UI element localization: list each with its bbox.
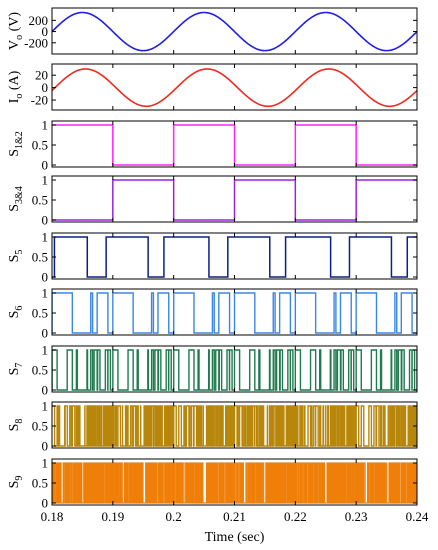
ytick-label: 0 <box>42 213 49 228</box>
series-s34 <box>52 179 417 221</box>
ytick-label: 0.5 <box>32 363 48 378</box>
ytick-label: 0 <box>42 383 49 398</box>
xtick-label: 0.22 <box>284 509 307 524</box>
ytick-label: 0.5 <box>32 476 48 491</box>
series-s12 <box>52 124 417 166</box>
xtick-label: 0.21 <box>223 509 246 524</box>
ytick-label: 1 <box>42 343 49 358</box>
panel-s5: 1 0.5 0 S5 <box>7 230 418 285</box>
ytick-label: 0 <box>42 439 49 454</box>
xtick-label: 0.19 <box>101 509 124 524</box>
panel-s7: 1 0.5 0 S7 <box>7 343 418 398</box>
ytick-label: 200 <box>29 13 49 28</box>
ytick-label: -20 <box>31 93 48 108</box>
xtick-label: 0.18 <box>41 509 64 524</box>
ytick-label: 1 <box>42 230 49 245</box>
ytick-label: -200 <box>24 35 48 50</box>
series-vo <box>52 11 417 52</box>
ylabel-io: Io (A) <box>7 70 25 103</box>
series-io <box>52 68 417 108</box>
panel-s34: 1 0.5 0 S3&4 <box>7 173 418 228</box>
ytick-label: 0 <box>42 496 49 511</box>
xaxis-label: Time (sec) <box>205 530 265 545</box>
ytick-label: 0.5 <box>32 250 48 265</box>
ytick-label: 0.5 <box>32 138 48 153</box>
ytick-label: 1 <box>42 286 49 301</box>
panel-s6: 1 0.5 0 S6 <box>7 286 418 341</box>
series-s5 <box>52 236 417 278</box>
ylabel-s34: S3&4 <box>7 186 25 212</box>
panel-io: 200-20 Io (A) <box>7 63 418 111</box>
axes-box-io <box>51 63 418 111</box>
ytick-label: 0.5 <box>32 419 48 434</box>
ylabel-s9: S9 <box>7 476 25 489</box>
ytick-label: 0.5 <box>32 193 48 208</box>
xtick-label: 0.2 <box>166 509 182 524</box>
ytick-label: 1 <box>42 456 49 471</box>
ylabel-s8: S8 <box>7 419 25 432</box>
ytick-label: 0 <box>42 158 49 173</box>
series-s7 <box>52 349 417 391</box>
ytick-label: 0.5 <box>32 306 48 321</box>
ylabel-s6: S6 <box>7 306 25 319</box>
panel-s12: 1 0.5 0 S1&2 <box>7 118 418 173</box>
series-s6 <box>52 292 417 334</box>
panel-s8: 1 0.5 0 S8 <box>7 399 418 454</box>
series-s8 <box>52 405 417 447</box>
ylabel-s7: S7 <box>7 363 25 376</box>
xtick-label: 0.24 <box>406 509 429 524</box>
panel-s9: 1 0.5 0 S9 <box>7 456 418 511</box>
ytick-label: 0 <box>42 326 49 341</box>
ylabel-s12: S1&2 <box>7 131 25 157</box>
ylabel-vo: Vo (V) <box>7 12 25 50</box>
ytick-label: 1 <box>42 118 49 133</box>
ytick-label: 0 <box>42 270 49 285</box>
ytick-label: 1 <box>42 399 49 414</box>
ylabel-s5: S5 <box>7 250 25 263</box>
ytick-label: 0 <box>42 24 49 39</box>
ytick-label: 1 <box>42 173 49 188</box>
ytick-label: 20 <box>35 68 48 83</box>
xtick-label: 0.23 <box>345 509 368 524</box>
ytick-label: 0 <box>42 80 49 95</box>
series-s9 <box>52 462 417 504</box>
